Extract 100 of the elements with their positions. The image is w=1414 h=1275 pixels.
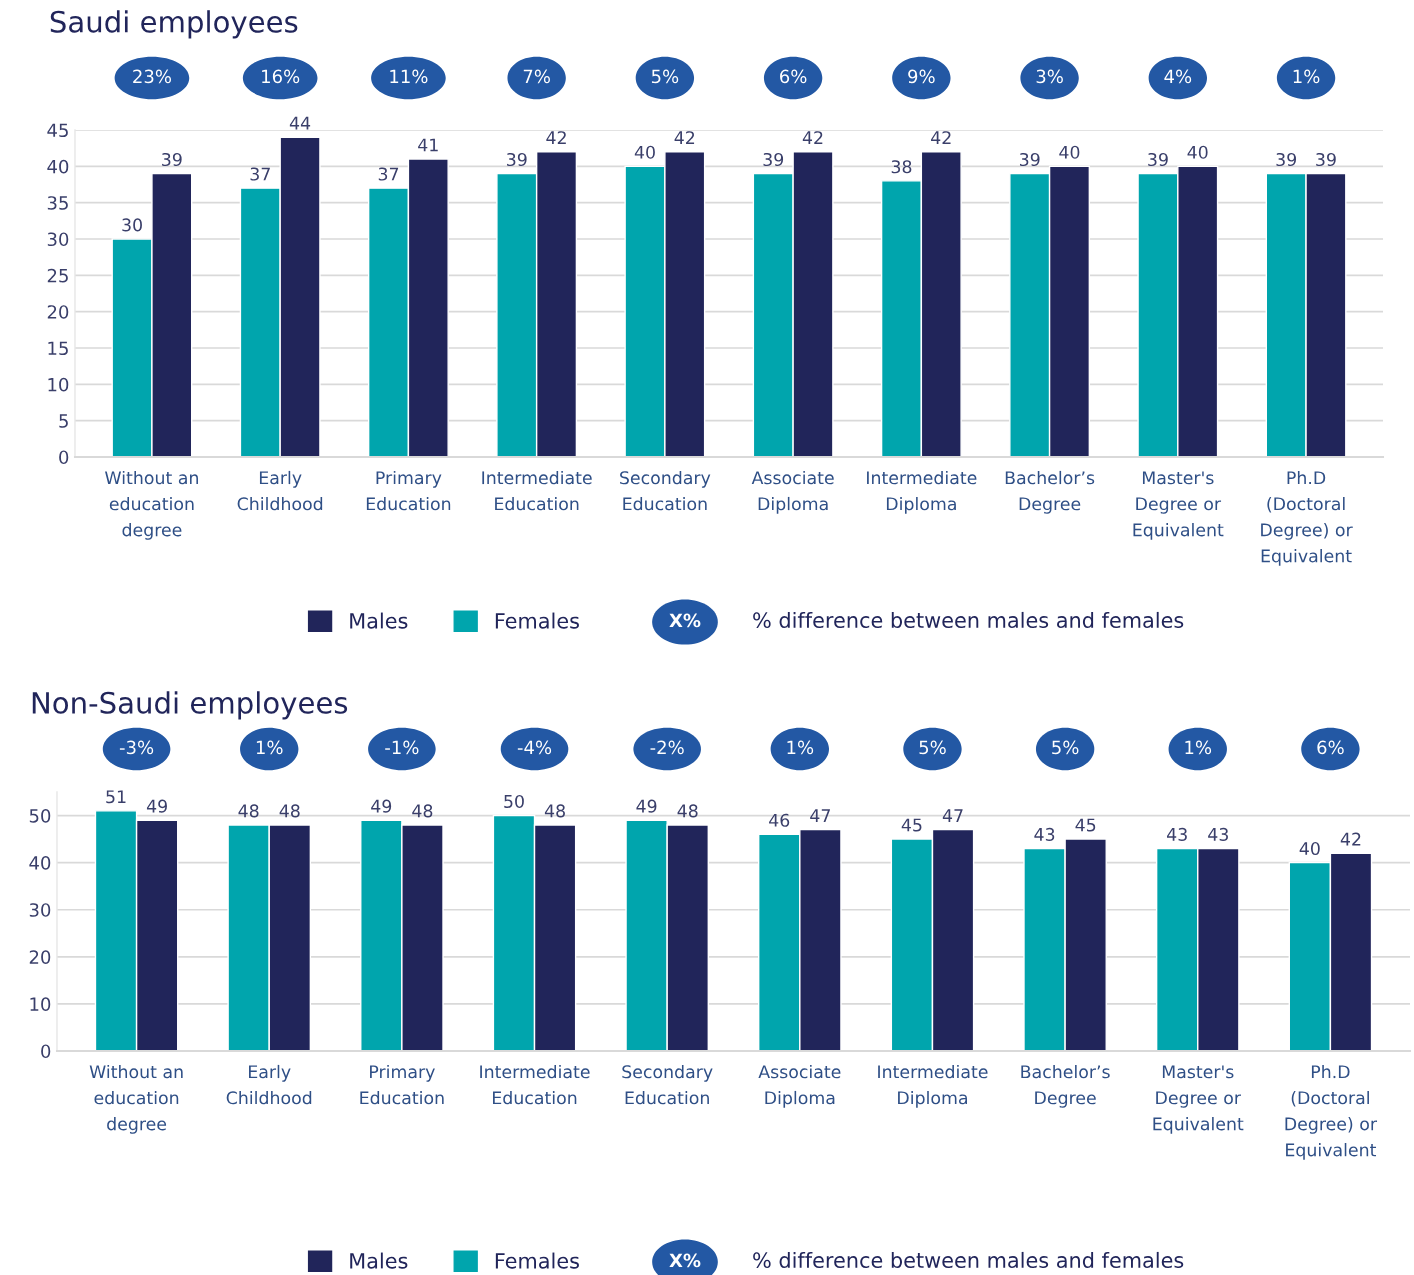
x-tick-label: Early Childhood bbox=[237, 470, 323, 511]
text: 1% bbox=[1293, 69, 1320, 84]
data-label: 39 bbox=[1276, 152, 1297, 167]
data-label: 47 bbox=[942, 809, 963, 822]
data-label: 49 bbox=[371, 799, 392, 813]
data-label: 48 bbox=[412, 804, 433, 818]
data-label: 49 bbox=[146, 799, 167, 813]
text: X% bbox=[669, 1253, 701, 1268]
data-label: 38 bbox=[891, 160, 912, 174]
text: 6% bbox=[1317, 740, 1344, 755]
y-tick-label: 35 bbox=[47, 196, 68, 210]
text: 9% bbox=[908, 69, 935, 84]
text: 1% bbox=[1185, 740, 1212, 755]
data-label: 41 bbox=[418, 138, 438, 152]
data-label: 40 bbox=[634, 145, 655, 159]
y-tick-label: 40 bbox=[47, 159, 69, 174]
text: -3% bbox=[119, 740, 154, 755]
text: 5% bbox=[651, 69, 679, 84]
legend-label: Females bbox=[495, 612, 579, 629]
x-tick-label: Associate Diploma bbox=[758, 1064, 841, 1108]
y-tick-label: 45 bbox=[47, 123, 68, 138]
data-label: 47 bbox=[810, 809, 830, 822]
x-tick-label: Bachelor’s Degree bbox=[1021, 1064, 1110, 1108]
x-tick-label: Secondary Education bbox=[622, 1064, 713, 1105]
x-tick-label: Intermediate Education bbox=[480, 1064, 590, 1105]
data-label: 45 bbox=[1075, 818, 1096, 832]
y-tick-label: 15 bbox=[48, 341, 68, 356]
data-label: 42 bbox=[546, 131, 566, 145]
data-label: 48 bbox=[544, 804, 565, 818]
x-tick-label: Without an education degree bbox=[89, 1064, 183, 1134]
x-tick-label: Intermediate Diploma bbox=[867, 470, 977, 514]
chart-title: Non-Saudi employees bbox=[32, 691, 348, 720]
data-label: 39 bbox=[763, 152, 784, 167]
text: X% bbox=[669, 613, 701, 628]
data-label: 37 bbox=[250, 167, 270, 181]
x-tick-label: Ph.D (Doctoral Degree) or Equivalent bbox=[1285, 1064, 1378, 1160]
x-tick-label: Master's Degree or Equivalent bbox=[1153, 1065, 1244, 1134]
data-label: 48 bbox=[238, 804, 259, 818]
text: 4% bbox=[1164, 69, 1192, 84]
data-label: 40 bbox=[1299, 841, 1320, 856]
y-tick-label: 30 bbox=[47, 232, 69, 247]
text: -1% bbox=[385, 740, 419, 755]
data-label: 45 bbox=[901, 818, 922, 832]
text: 16% bbox=[262, 69, 300, 84]
legend-label: Females bbox=[495, 1252, 579, 1269]
data-label: 43 bbox=[1208, 827, 1228, 841]
data-label: 40 bbox=[1059, 145, 1080, 159]
y-tick-label: 20 bbox=[47, 305, 69, 319]
data-label: 44 bbox=[289, 116, 311, 130]
y-tick-label: 0 bbox=[41, 1044, 51, 1059]
data-label: 30 bbox=[122, 218, 142, 232]
data-label: 48 bbox=[677, 804, 698, 818]
x-tick-label: Bachelor’s Degree bbox=[1005, 470, 1095, 514]
text: 1% bbox=[256, 740, 283, 755]
text: 5% bbox=[1052, 740, 1079, 755]
x-tick-label: Associate Diploma bbox=[751, 470, 834, 514]
data-label: 39 bbox=[1148, 152, 1168, 167]
chart-title: Saudi employees bbox=[50, 10, 298, 39]
data-label: 39 bbox=[507, 152, 527, 167]
x-tick-label: Primary Education bbox=[360, 1064, 444, 1105]
data-label: 42 bbox=[1340, 832, 1361, 846]
y-tick-label: 5 bbox=[59, 414, 68, 428]
data-label: 49 bbox=[636, 799, 657, 813]
data-label: 48 bbox=[279, 804, 300, 818]
text: 11% bbox=[390, 69, 428, 84]
y-tick-label: 0 bbox=[59, 450, 69, 465]
x-tick-label: Without an education degree bbox=[105, 470, 198, 540]
data-label: 37 bbox=[378, 167, 399, 181]
data-label: 39 bbox=[1019, 152, 1040, 167]
legend-label: Males bbox=[350, 1252, 408, 1269]
x-tick-label: Early Childhood bbox=[226, 1064, 312, 1105]
y-tick-label: 20 bbox=[29, 950, 51, 964]
x-tick-label: Intermediate Education bbox=[482, 470, 592, 511]
text: 5% bbox=[919, 740, 946, 755]
data-label: 42 bbox=[931, 131, 951, 145]
data-label: 42 bbox=[802, 131, 823, 145]
text: % difference between males and females bbox=[753, 611, 1184, 629]
y-tick-label: 10 bbox=[48, 377, 69, 392]
y-tick-label: 10 bbox=[30, 997, 51, 1012]
data-label: 39 bbox=[162, 152, 182, 167]
y-tick-label: 50 bbox=[29, 809, 51, 823]
data-label: 43 bbox=[1167, 827, 1187, 841]
data-label: 40 bbox=[1187, 145, 1208, 159]
x-tick-label: Primary Education bbox=[366, 470, 451, 511]
y-tick-label: 25 bbox=[47, 268, 68, 283]
text: 3% bbox=[1036, 69, 1063, 84]
text: 6% bbox=[780, 69, 807, 84]
text: % difference between males and females bbox=[753, 1251, 1184, 1269]
data-label: 46 bbox=[769, 813, 790, 827]
text: 1% bbox=[787, 740, 814, 755]
x-tick-label: Master's Degree or Equivalent bbox=[1133, 471, 1224, 540]
data-label: 50 bbox=[504, 794, 524, 809]
text: -4% bbox=[517, 740, 552, 755]
data-label: 51 bbox=[106, 790, 126, 804]
text: -2% bbox=[650, 740, 684, 755]
legend-label: Males bbox=[350, 612, 408, 629]
data-label: 39 bbox=[1316, 152, 1336, 167]
text: 7% bbox=[523, 69, 550, 84]
y-tick-label: 40 bbox=[29, 856, 51, 870]
x-tick-label: Secondary Education bbox=[620, 470, 711, 511]
